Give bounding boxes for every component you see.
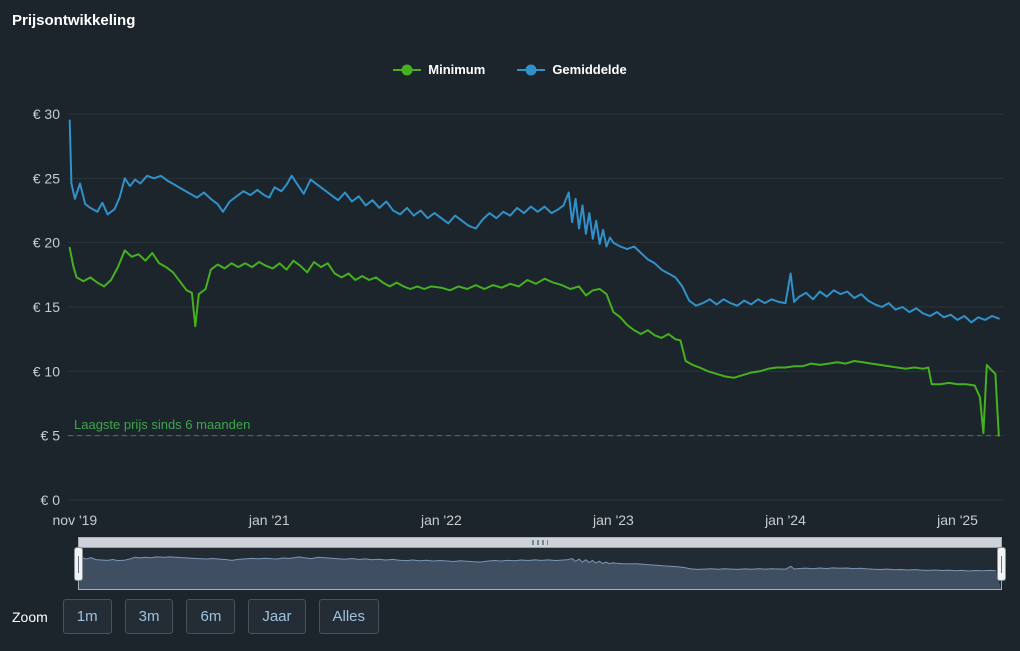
navigator-scrollbar[interactable] — [79, 538, 1001, 548]
y-axis-label: € 10 — [33, 363, 60, 379]
zoom-controls: Zoom 1m 3m 6m Jaar Alles — [12, 599, 380, 634]
y-axis-label: € 20 — [33, 235, 60, 251]
series-minimum-line — [68, 246, 1000, 437]
y-axis-label: € 25 — [33, 170, 60, 186]
zoom-button-1m[interactable]: 1m — [62, 599, 112, 634]
legend-item-gemiddelde[interactable]: Gemiddelde — [517, 62, 627, 77]
zoom-button-alles[interactable]: Alles — [318, 599, 380, 634]
chart-legend: Minimum Gemiddelde — [0, 62, 1020, 77]
y-axis-label: € 0 — [41, 492, 61, 508]
lowest-price-annotation: Laagste prijs sinds 6 maanden — [74, 416, 251, 432]
zoom-button-6m[interactable]: 6m — [186, 599, 236, 634]
navigator-area — [79, 551, 1001, 589]
y-axis-label: € 15 — [33, 299, 60, 315]
navigator-series-line — [80, 551, 996, 572]
navigator-handle-right[interactable] — [997, 547, 1006, 581]
x-axis-label: jan '24 — [764, 512, 806, 528]
navigator-mini-chart — [79, 551, 1001, 589]
x-axis-label: nov '19 — [53, 512, 98, 528]
x-axis-label: jan '23 — [592, 512, 634, 528]
series-gemiddelde-line — [68, 119, 1000, 324]
legend-item-minimum[interactable]: Minimum — [393, 62, 485, 77]
y-axis-label: € 30 — [33, 106, 60, 122]
legend-label-gemiddelde: Gemiddelde — [552, 62, 627, 77]
x-axis-label: jan '25 — [936, 512, 978, 528]
x-axis-label: jan '21 — [248, 512, 290, 528]
zoom-label: Zoom — [12, 608, 48, 625]
y-axis-label: € 5 — [41, 428, 61, 444]
navigator[interactable] — [74, 537, 1006, 590]
navigator-handle-left[interactable] — [74, 547, 83, 581]
chart-title: Prijsontwikkeling — [12, 12, 136, 29]
gemiddelde-series-marker-icon — [517, 63, 546, 77]
zoom-button-jaar[interactable]: Jaar — [248, 599, 306, 634]
x-axis-label: jan '22 — [420, 512, 462, 528]
legend-label-minimum: Minimum — [428, 62, 486, 77]
chart-plot-area[interactable]: € 30 € 25 € 20 € 15 € 10 € 5 € 0 nov '19 jan '21… — [0, 0, 1020, 535]
zoom-button-3m[interactable]: 3m — [124, 599, 174, 634]
scrollbar-grip-icon — [532, 540, 548, 545]
minimum-series-marker-icon — [393, 63, 422, 77]
